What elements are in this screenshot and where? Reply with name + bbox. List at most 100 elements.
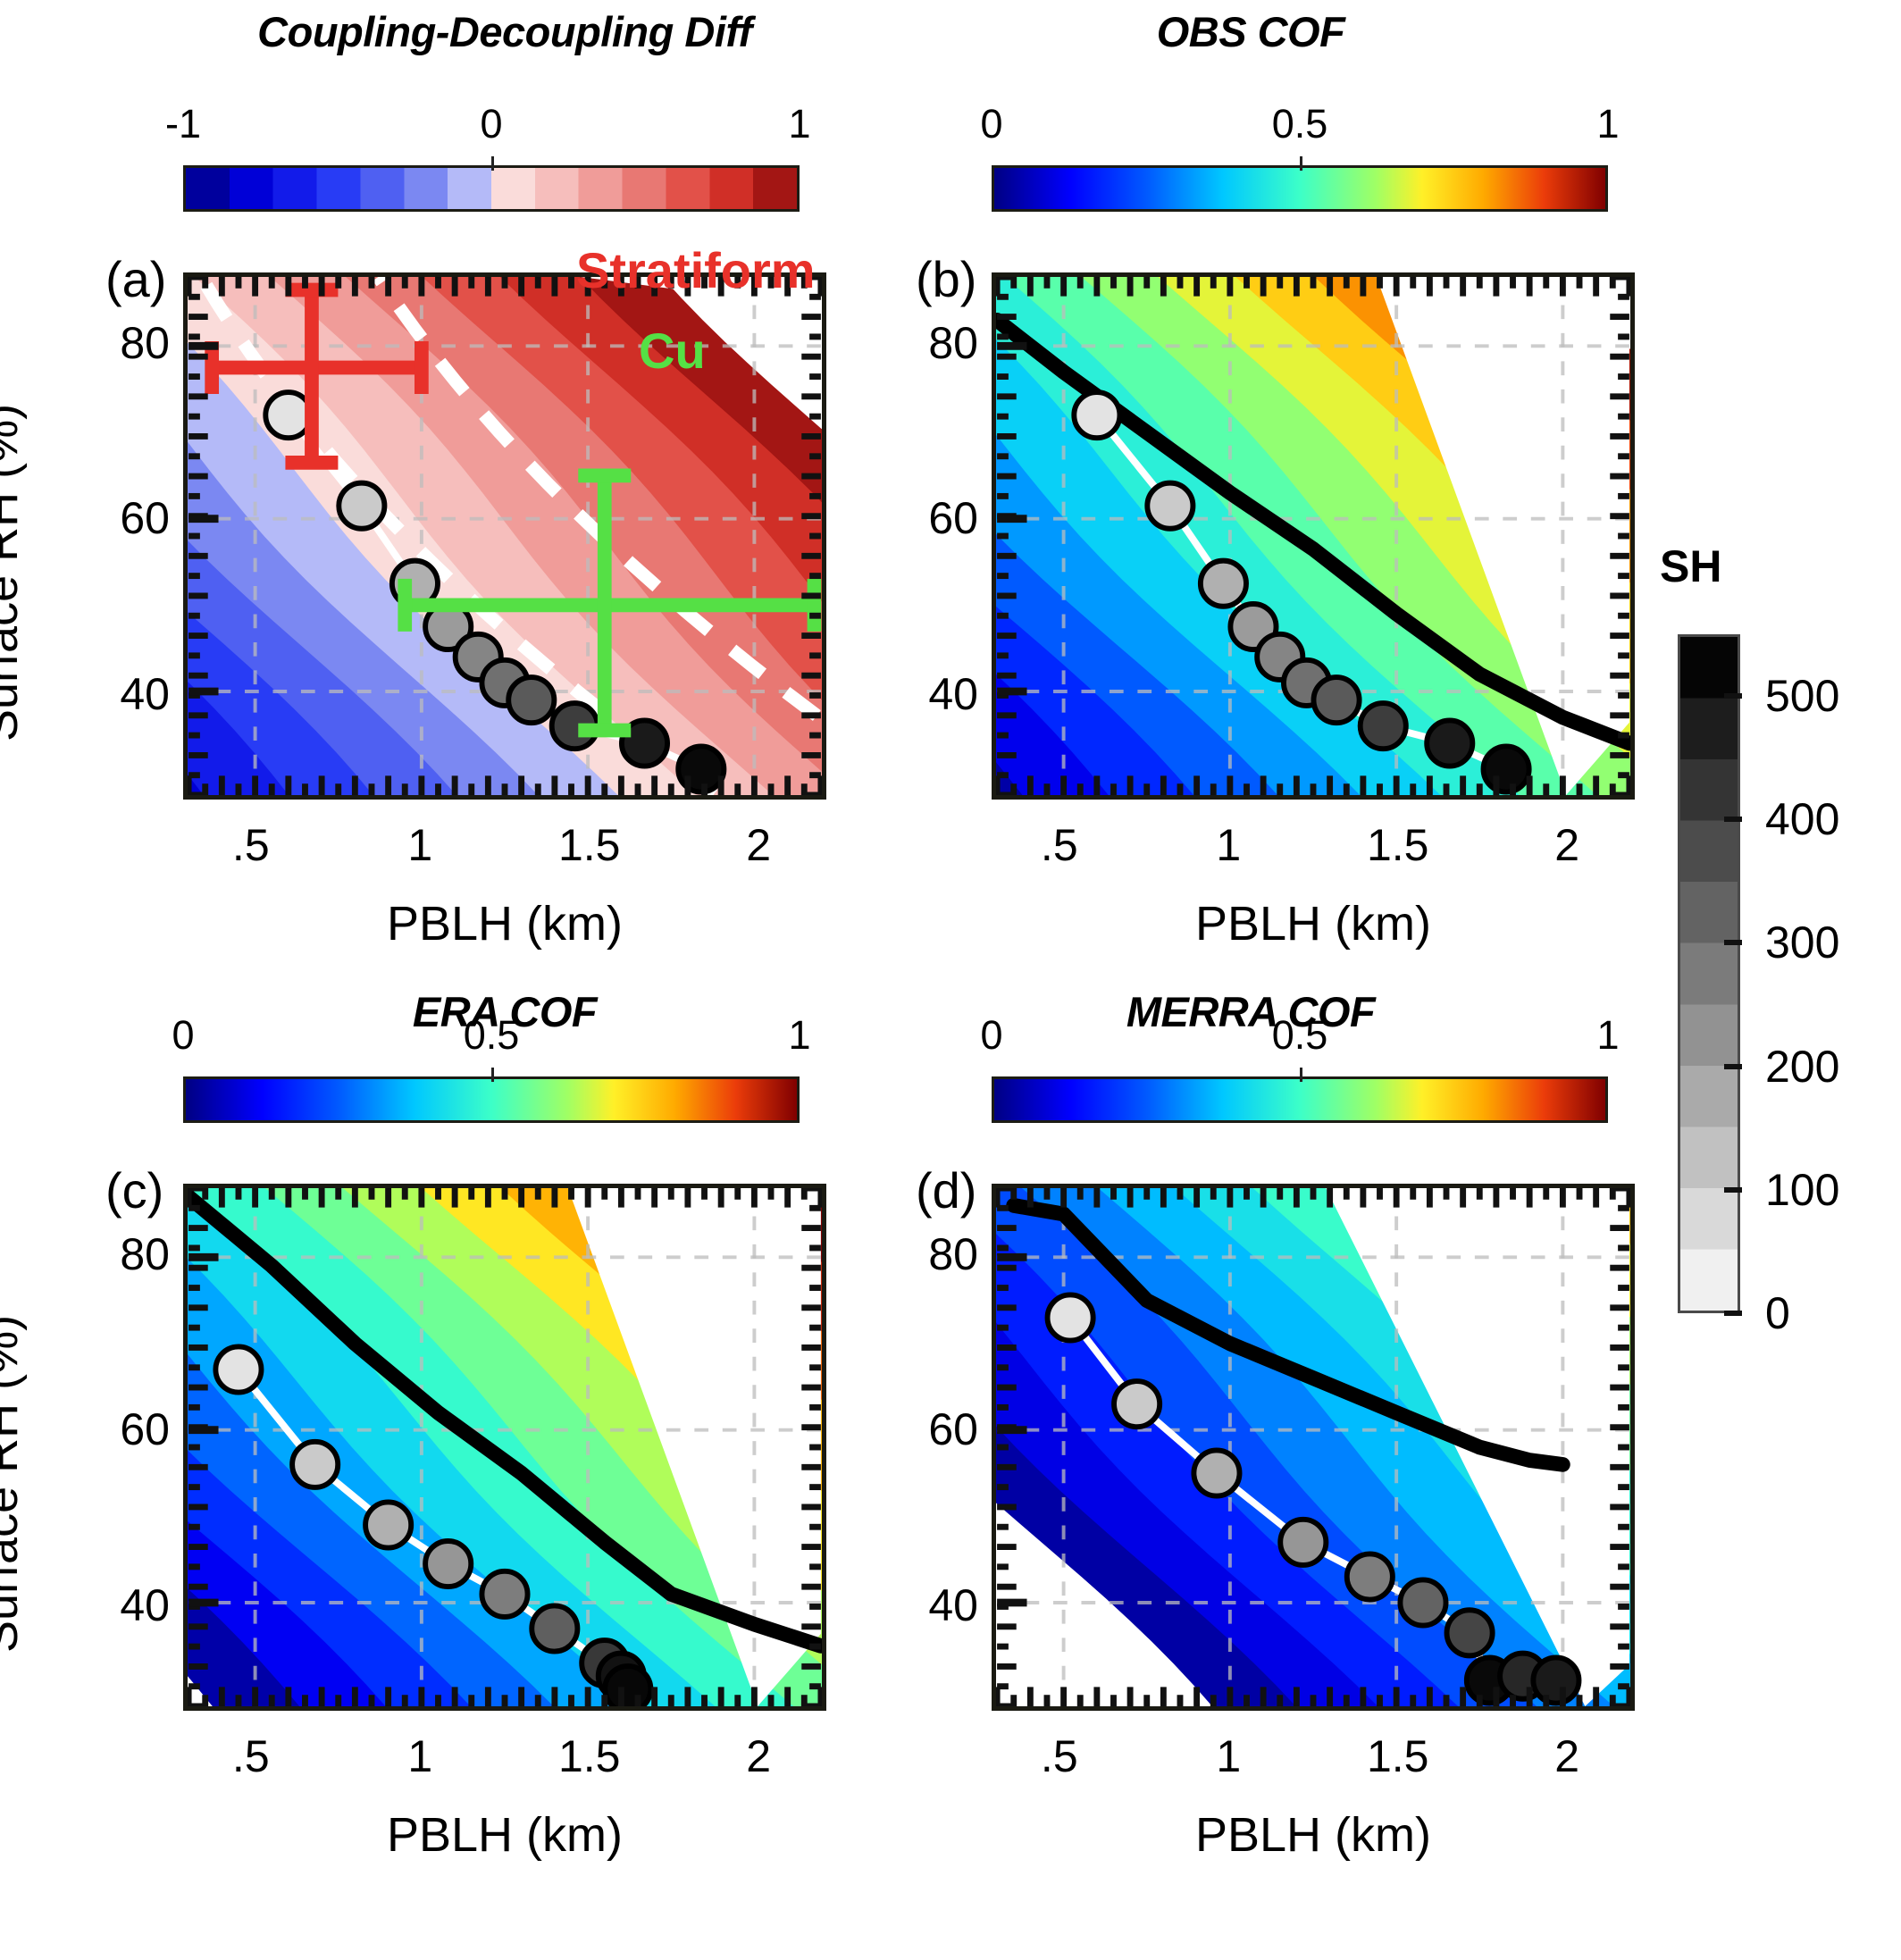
sh-marker [529, 1603, 581, 1654]
x-tick-label: 1 [1216, 820, 1242, 870]
y-tick-labels-a: 40 60 80 [27, 272, 170, 800]
x-axis-title-a: PBLH (km) [386, 897, 623, 951]
sh-marker [423, 1538, 474, 1590]
sh-colorbar-ticklabels: 500 400 300 200 100 0 [1765, 634, 1901, 1338]
x-tick-labels-c: .5 1 1.5 2 [183, 1730, 826, 1793]
sh-colorbar-label: SH [1660, 541, 1722, 591]
colorbar-tick-label: 0 [980, 101, 1003, 147]
y-tick-labels-c: 40 60 80 [27, 1184, 170, 1711]
sh-marker [1311, 674, 1362, 726]
sh-marker [1480, 743, 1532, 795]
panel-title-d: MERRA COF [1126, 988, 1376, 1035]
colorbar-b [992, 165, 1608, 212]
colorbar-d [992, 1076, 1608, 1123]
x-tick-label: .5 [231, 820, 270, 870]
sh-marker [1397, 1577, 1449, 1629]
colorbar-tick-label: 1 [788, 1012, 811, 1058]
y-tick-label: 40 [928, 669, 978, 719]
colorbar-c [183, 1076, 800, 1123]
sh-marker-group [213, 1344, 654, 1706]
sh-marker [1344, 1551, 1395, 1603]
sh-tick-label: 100 [1765, 1164, 1840, 1215]
x-tick-label: .5 [1040, 1731, 1078, 1781]
sh-marker [336, 480, 388, 532]
y-tick-label: 80 [928, 317, 978, 368]
panel-label-d: (d) [916, 1162, 977, 1219]
panel-title-b: OBS COF [1156, 8, 1345, 55]
sh-tick-mark [1724, 1311, 1742, 1316]
errorbar-cu [398, 468, 822, 738]
panel-label-b: (b) [916, 251, 977, 307]
sh-marker [506, 674, 557, 726]
x-tick-label: 2 [1554, 820, 1580, 870]
grid-lines [188, 1188, 821, 1706]
colorbar-center-tick [1300, 1068, 1302, 1082]
sh-tick-mark [1724, 1186, 1742, 1193]
colorbar-tick-label: 0.5 [463, 1012, 520, 1058]
panel-title-c: ERA COF [412, 988, 598, 1035]
colorbar-tick-label: 0.5 [1271, 101, 1328, 147]
panel-title-a: Coupling-Decoupling Diff [257, 8, 752, 55]
colorbar-tick-label: 0 [980, 1012, 1003, 1058]
sh-marker [1357, 700, 1409, 752]
x-tick-labels-a: .5 1 1.5 2 [183, 819, 826, 882]
axis-ticks [188, 1188, 822, 1706]
sh-marker [1197, 557, 1249, 609]
x-tick-labels-d: .5 1 1.5 2 [992, 1730, 1635, 1793]
x-tick-label: 1 [407, 820, 433, 870]
y-axis-title-c: Surface RH (%) [0, 1314, 28, 1653]
axis-ticks [996, 1188, 1630, 1706]
colorbar-center-tick [1300, 156, 1302, 171]
y-tick-labels-b: 40 60 80 [835, 272, 978, 800]
x-tick-label: 1.5 [1366, 820, 1429, 870]
sh-marker [1071, 389, 1123, 441]
black-contour-line [188, 1189, 822, 1654]
colorbar-tick-label: -1 [164, 101, 202, 147]
sh-marker [1111, 1378, 1163, 1430]
x-tick-label: 1.5 [557, 1731, 621, 1781]
sh-marker [1044, 1292, 1096, 1344]
x-tick-label: 1.5 [557, 820, 621, 870]
x-axis-title-b: PBLH (km) [1194, 897, 1431, 951]
errorbar-stratiform [205, 282, 429, 470]
y-axis-title-a: Surface RH (%) [0, 403, 28, 741]
y-tick-label: 60 [928, 1404, 978, 1455]
y-tick-label: 60 [120, 493, 170, 544]
sh-marker-group [1071, 389, 1532, 795]
contour-bands [188, 277, 822, 795]
plot-area-b [992, 272, 1635, 800]
colorbar-ticklabels-d: 0 0.5 1 [980, 1012, 1619, 1066]
sh-marker-group [263, 389, 727, 795]
panel-label-a: (a) [105, 251, 167, 307]
y-tick-label: 80 [120, 1228, 170, 1279]
x-tick-label: 1 [1216, 1731, 1242, 1781]
y-tick-label: 40 [120, 669, 170, 719]
sh-tick-label: 300 [1765, 917, 1840, 968]
panel-label-c: (c) [105, 1162, 164, 1219]
sh-marker [479, 1568, 531, 1620]
black-contour-line [1006, 1198, 1570, 1472]
x-tick-label: .5 [1040, 820, 1078, 870]
y-tick-label: 80 [120, 317, 170, 368]
colorbar-tick-label: 1 [1596, 101, 1620, 147]
x-axis-title-c: PBLH (km) [386, 1808, 623, 1862]
colorbar-tick-label: 1 [788, 101, 811, 147]
colorbar-center-tick [491, 1068, 494, 1082]
sh-tick-mark [1724, 693, 1742, 699]
x-tick-labels-b: .5 1 1.5 2 [992, 819, 1635, 882]
sh-tick-label: 400 [1765, 794, 1840, 845]
y-tick-label: 40 [120, 1580, 170, 1630]
x-tick-label: 1.5 [1366, 1731, 1429, 1781]
plot-area-a [183, 272, 826, 800]
sh-tick-label: 200 [1765, 1041, 1840, 1092]
y-tick-label: 60 [120, 1404, 170, 1455]
sh-marker-group [1044, 1292, 1582, 1706]
sh-marker [213, 1344, 264, 1395]
sh-marker [263, 389, 314, 441]
annotation-cu: Cu [639, 322, 706, 379]
sh-marker [618, 717, 671, 769]
y-tick-label: 40 [928, 1580, 978, 1630]
plot-area-d [992, 1184, 1635, 1711]
no-data-mask [1376, 277, 1629, 795]
